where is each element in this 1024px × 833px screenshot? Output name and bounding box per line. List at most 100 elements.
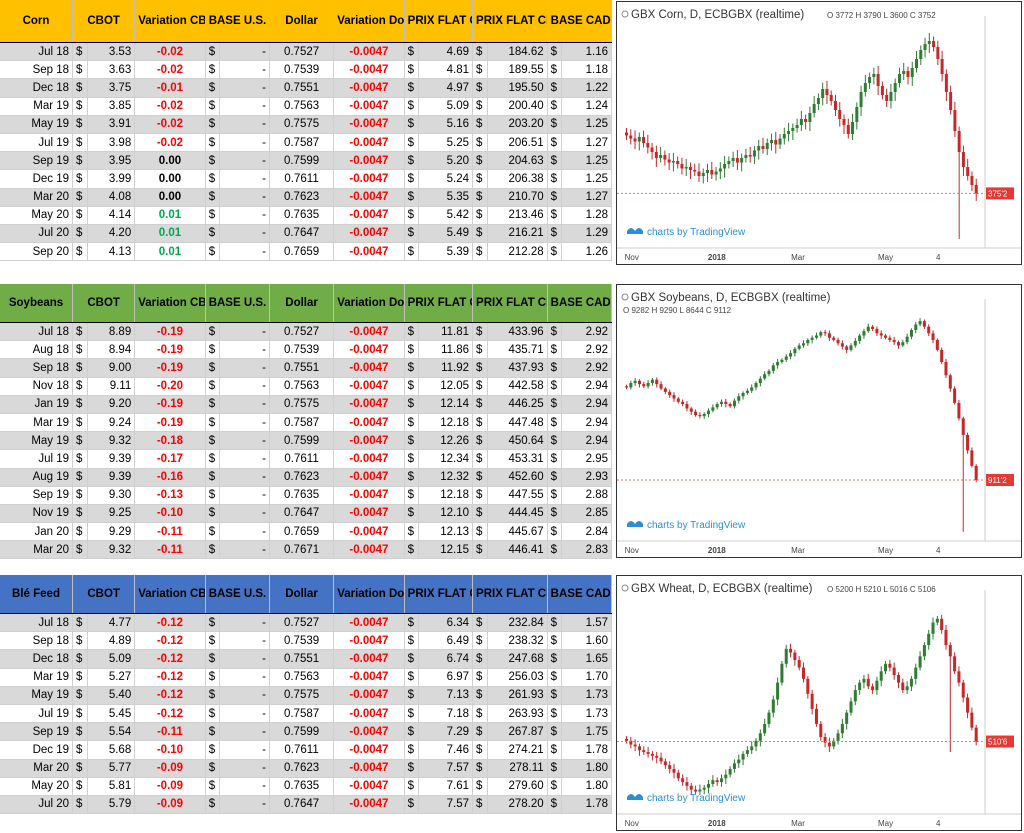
cell-base-cad: 1.57 <box>561 613 612 633</box>
cell-flat-mt: 447.55 <box>487 486 548 505</box>
candle-body <box>668 765 672 769</box>
cell-base-us: - <box>219 224 270 244</box>
cell-base-cad: 1.78 <box>561 795 612 815</box>
cell-month: Jul 18 <box>0 613 74 633</box>
candle-body <box>961 152 965 167</box>
cell-currency: $ <box>404 540 420 560</box>
cell-base-us: - <box>219 133 270 153</box>
x-tick-label: 4 <box>936 546 941 555</box>
cell-flat-mt: 442.58 <box>487 377 548 396</box>
table-row: Dec 19 $5.68 -0.10 $ -0.7611 -0.0047 $7.46 $274… <box>0 740 612 760</box>
table-row: Jul 20 $4.20 0.01 $ -0.7647 -0.0047 $5.49 $216.… <box>0 224 612 244</box>
cell-cbot: 5.68 <box>87 740 136 760</box>
cell-base-us: - <box>219 504 270 524</box>
x-tick-label: 2018 <box>708 253 726 262</box>
cell-variation-dollar: -0.0047 <box>333 759 405 778</box>
cell-flat-mt: 195.50 <box>487 78 548 98</box>
cell-currency: $ <box>72 631 88 651</box>
tradingview-cloud-icon <box>627 228 643 234</box>
candle-body <box>957 131 961 152</box>
cell-variation-cbot: 0.00 <box>134 151 206 171</box>
candle-body <box>784 648 788 664</box>
cell-variation-cbot: -0.12 <box>134 686 206 705</box>
cell-currency: $ <box>472 468 488 487</box>
table-row: Dec 18 $5.09 -0.12 $ -0.7551 -0.0047 $6.74 $247… <box>0 649 612 669</box>
cell-variation-dollar: -0.0047 <box>333 795 405 815</box>
cell-currency: $ <box>547 649 563 669</box>
x-tick-label: 2018 <box>708 819 726 828</box>
cell-currency: $ <box>472 740 488 760</box>
cell-flat-bu: 7.13 <box>418 686 474 705</box>
candle-body <box>659 757 663 762</box>
ohlc-readout: O 3772 H 3790 L 3600 C 3752 <box>827 11 936 20</box>
cell-variation-cbot: 0.00 <box>134 169 206 189</box>
candle-body <box>838 110 842 119</box>
candle-body <box>974 185 978 194</box>
cell-dollar: 0.7599 <box>269 722 335 742</box>
candle-body <box>676 772 680 779</box>
cell-dollar: 0.7527 <box>269 613 335 633</box>
candle-body <box>719 778 723 783</box>
candle-body <box>750 746 754 751</box>
cell-currency: $ <box>205 740 221 760</box>
cell-currency: $ <box>404 777 420 796</box>
cell-variation-dollar: -0.0047 <box>333 42 405 62</box>
candle-body <box>836 339 840 344</box>
table-row: Jul 18 $3.53 -0.02 $ -0.7527 -0.0047 $4.69 $184… <box>0 42 612 62</box>
chart-background <box>617 576 1021 830</box>
cell-variation-dollar: -0.0047 <box>333 722 405 742</box>
cell-cbot: 3.91 <box>87 115 136 134</box>
cell-currency: $ <box>205 704 221 724</box>
candle-body <box>906 71 910 77</box>
cell-flat-mt: 447.48 <box>487 413 548 433</box>
cell-currency: $ <box>205 133 221 153</box>
candle-body <box>845 346 849 350</box>
cell-flat-mt: 204.63 <box>487 151 548 171</box>
cell-currency: $ <box>404 340 420 360</box>
candle-body <box>862 678 866 683</box>
candle-body <box>659 155 663 158</box>
cell-flat-bu: 5.35 <box>418 188 474 207</box>
cell-variation-cbot: -0.02 <box>134 42 206 62</box>
candle-body <box>750 387 754 391</box>
chart-background <box>617 2 1021 264</box>
table-row: Sep 20 $4.13 0.01 $ -0.7659 -0.0047 $5.39 $212.… <box>0 242 612 262</box>
cell-dollar: 0.7611 <box>269 169 335 189</box>
cell-flat-mt: 213.46 <box>487 206 548 225</box>
cell-cbot: 9.20 <box>87 395 136 414</box>
cell-base-cad: 2.95 <box>561 449 612 469</box>
chart-title: GBX Wheat, D, ECBGBX (realtime) <box>631 583 813 595</box>
cell-dollar: 0.7587 <box>269 704 335 724</box>
cell-currency: $ <box>547 759 563 778</box>
cell-cbot: 9.24 <box>87 413 136 433</box>
cell-flat-bu: 7.29 <box>418 722 474 742</box>
cell-month: May 20 <box>0 206 74 225</box>
cell-base-cad: 1.73 <box>561 686 612 705</box>
candle-body <box>961 418 965 435</box>
candle-body <box>629 383 633 388</box>
candle-body <box>849 345 853 350</box>
cell-variation-cbot: -0.19 <box>134 322 206 342</box>
cell-currency: $ <box>404 631 420 651</box>
cell-base-us: - <box>219 169 270 189</box>
cell-flat-bu: 4.97 <box>418 78 474 98</box>
cell-flat-bu: 12.14 <box>418 395 474 414</box>
cell-base-us: - <box>219 42 270 62</box>
cell-currency: $ <box>547 133 563 153</box>
cell-month: Nov 19 <box>0 504 74 524</box>
cell-currency: $ <box>472 431 488 451</box>
candle-body <box>711 407 715 411</box>
cell-dollar: 0.7659 <box>269 242 335 262</box>
candle-body <box>875 680 879 691</box>
cell-currency: $ <box>472 42 488 62</box>
candle-body <box>774 140 778 145</box>
cell-cbot: 5.45 <box>87 704 136 724</box>
cell-base-cad: 2.94 <box>561 431 612 451</box>
table-row: May 20 $5.81 -0.09 $ -0.7635 -0.0047 $7.61 $279… <box>0 777 612 796</box>
cell-currency: $ <box>472 631 488 651</box>
candle-body <box>758 733 762 741</box>
candle-body <box>737 759 741 764</box>
cell-currency: $ <box>547 468 563 487</box>
cell-month: Mar 20 <box>0 188 74 207</box>
cell-variation-cbot: 0.00 <box>134 188 206 207</box>
